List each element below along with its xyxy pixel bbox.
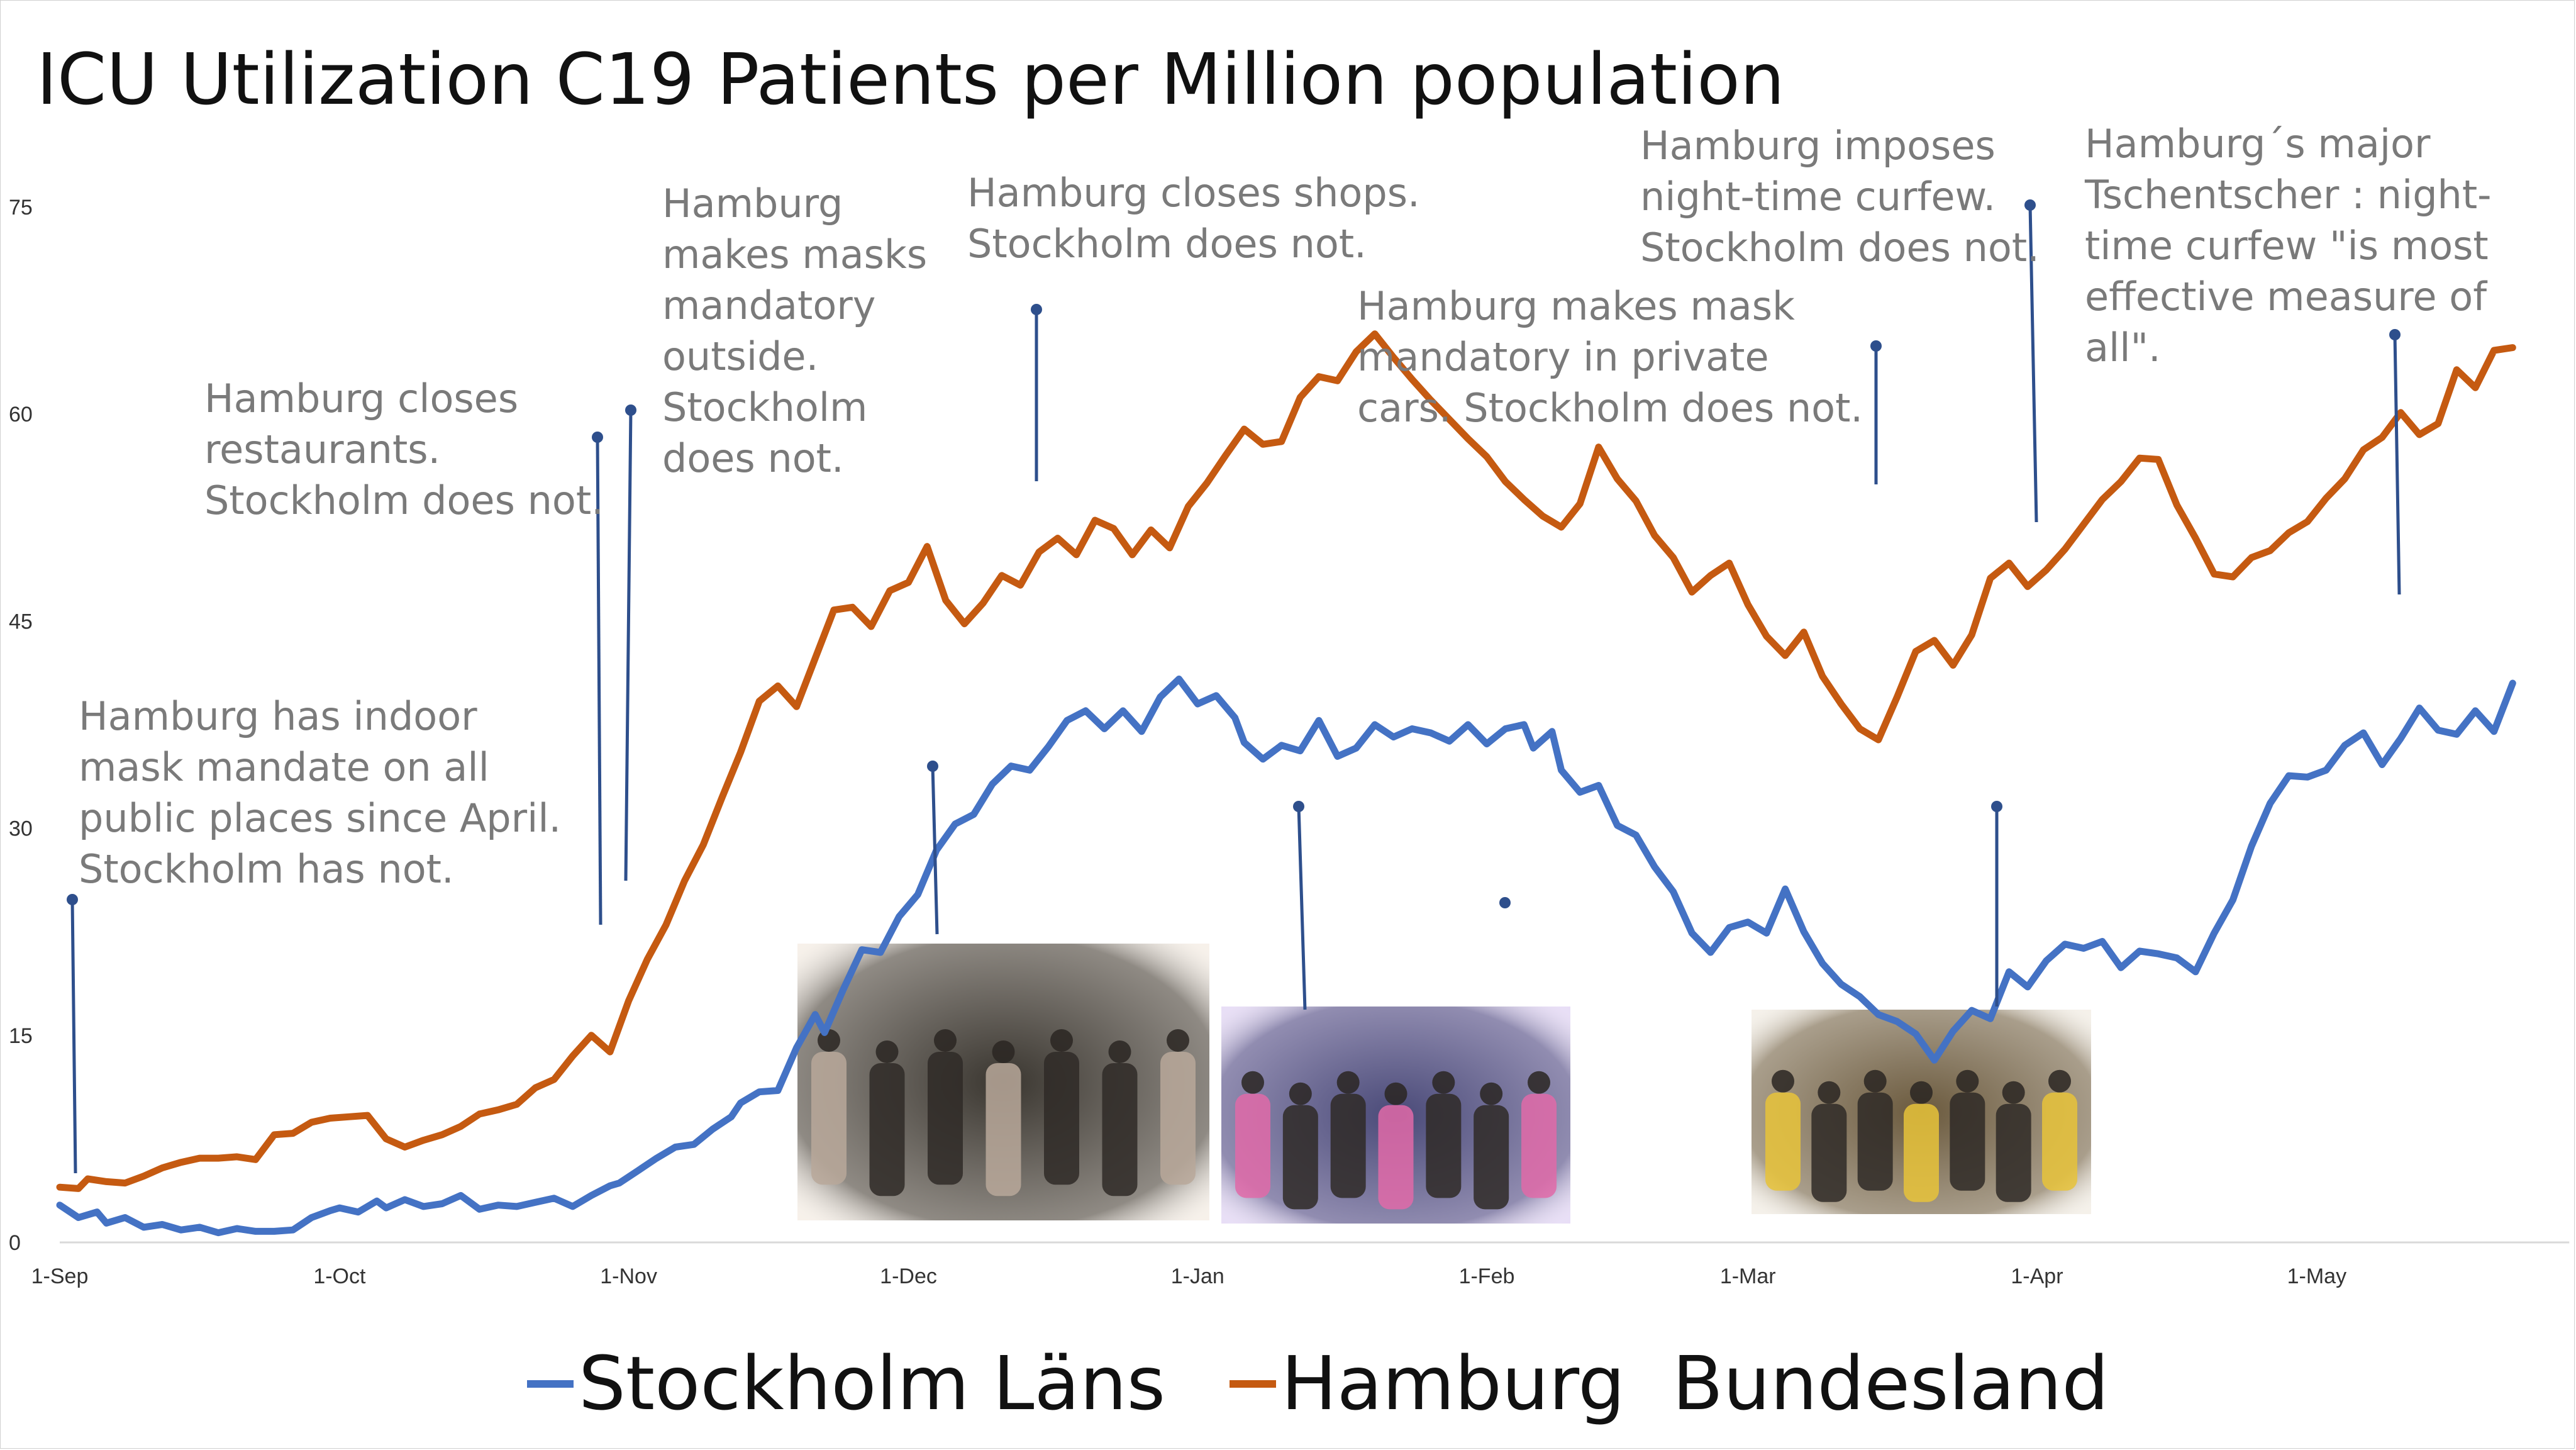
series-line-hamburg bbox=[56, 330, 2516, 1192]
annotation-4: Hamburg closes shops. Stockholm does not. bbox=[967, 170, 1420, 267]
y-tick-label: 30 bbox=[9, 817, 33, 841]
x-tick-label: 1-Nov bbox=[600, 1264, 657, 1288]
annotation-leader-dot bbox=[625, 404, 636, 416]
series-line-stockholm bbox=[56, 675, 2516, 1237]
x-tick-label: 1-Sep bbox=[31, 1264, 89, 1288]
photo-crowded-plaza bbox=[1221, 1007, 1570, 1224]
x-tick-label: 1-May bbox=[2287, 1264, 2346, 1288]
annotation-leader-dot bbox=[1293, 801, 1304, 812]
photo-group bbox=[797, 944, 2091, 1224]
annotation-7: Hamburg´s major Tschentscher : night-time… bbox=[2084, 121, 2492, 371]
annotation-leaders bbox=[67, 199, 2401, 1174]
annotation-leader-dot bbox=[927, 761, 938, 772]
annotation-5: Hamburg makes mask mandatory in private ca… bbox=[1357, 283, 1863, 431]
annotation-leader-line bbox=[1297, 806, 1307, 1010]
x-tick-label: 1-Feb bbox=[1459, 1264, 1515, 1288]
axes: 0 15 30 45 60 75 1-Sep 1-Oct 1-Nov 1-Dec 1-Jan 1-Fe… bbox=[9, 196, 2570, 1288]
y-tick-label: 45 bbox=[9, 610, 33, 633]
annotation-leader-dot bbox=[592, 432, 603, 443]
annotation-leader-line bbox=[931, 766, 939, 935]
y-tick-label: 60 bbox=[9, 403, 33, 427]
annotation-leader-line bbox=[624, 410, 633, 881]
annotation-leader-line bbox=[596, 437, 602, 925]
legend-stockholm-label: Stockholm Läns bbox=[579, 1340, 1165, 1427]
annotation-leader-line bbox=[2393, 334, 2401, 595]
annotations: Hamburg has indoor mask mandate on all pub… bbox=[79, 121, 2492, 892]
annotation-leader-dot bbox=[1991, 801, 2002, 812]
annotation-1: Hamburg has indoor mask mandate on all pub… bbox=[79, 693, 561, 892]
chart-title: ICU Utilization C19 Patients per Million… bbox=[36, 39, 1785, 121]
annotation-leader-dot bbox=[1031, 304, 1042, 315]
y-tick-label: 15 bbox=[9, 1024, 33, 1048]
annotation-leader-dot bbox=[1499, 897, 1511, 908]
y-tick-label: 75 bbox=[9, 196, 33, 220]
annotation-leader-line bbox=[2028, 204, 2038, 523]
x-tick-label: 1-Mar bbox=[1720, 1264, 1776, 1288]
annotation-leader-line bbox=[70, 899, 77, 1174]
x-tick-label: 1-Oct bbox=[313, 1264, 366, 1288]
x-tick-label: 1-Jan bbox=[1171, 1264, 1224, 1288]
y-tick-label: 0 bbox=[9, 1231, 21, 1255]
series-lines bbox=[56, 330, 2516, 1237]
annotation-leader-dot bbox=[2024, 199, 2036, 211]
annotation-3: Hamburg makes masks mandatory outside. Stock… bbox=[662, 181, 927, 481]
annotation-leader-dot bbox=[1870, 340, 1882, 352]
annotation-6: Hamburg imposes night-time curfew. Stockho… bbox=[1640, 123, 2040, 270]
x-tick-label: 1-Apr bbox=[2011, 1264, 2063, 1288]
legend-hamburg-label: Hamburg Bundesland bbox=[1281, 1340, 2109, 1427]
annotation-2: Hamburg closes restaurants. Stockholm does… bbox=[204, 376, 604, 523]
legend: Stockholm Läns Hamburg Bundesland bbox=[527, 1340, 2109, 1427]
annotation-leader-dot bbox=[67, 894, 78, 905]
x-tick-label: 1-Dec bbox=[880, 1264, 937, 1288]
photo-christmas-shoppers bbox=[797, 944, 1209, 1220]
annotation-leader-dot bbox=[2389, 329, 2401, 340]
